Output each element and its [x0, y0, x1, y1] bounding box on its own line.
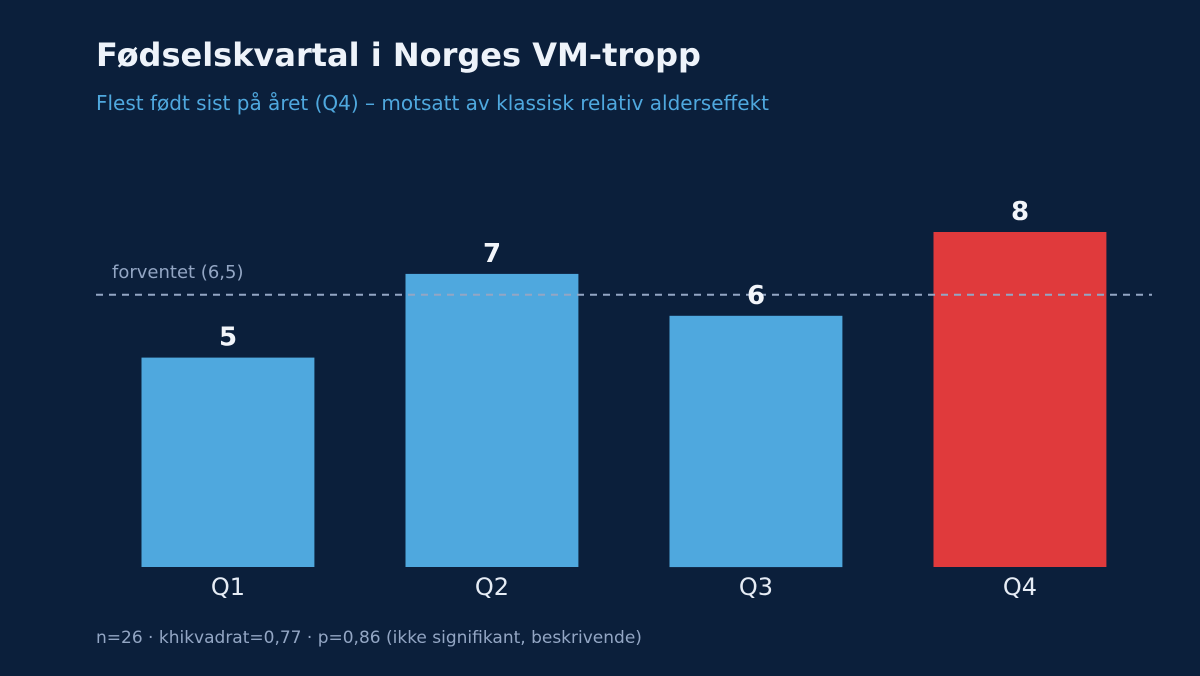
bars-group [141, 232, 1107, 568]
x-tick-label-q4: Q4 [1003, 573, 1037, 601]
value-label-q2: 7 [483, 239, 501, 269]
chart-title: Fødselskvartal i Norges VM-tropp [96, 36, 701, 74]
chart-subtitle: Flest født sist på året (Q4) – motsatt a… [96, 91, 770, 115]
bar-q2 [405, 273, 579, 567]
bar-q1 [141, 357, 315, 567]
chart-footnote: n=26 · khikvadrat=0,77 · p=0,86 (ikke si… [96, 628, 642, 648]
value-label-q1: 5 [219, 323, 237, 353]
x-tick-label-q1: Q1 [211, 573, 245, 601]
value-label-q3: 6 [747, 281, 765, 311]
bar-q4 [933, 232, 1107, 567]
x-tick-label-q2: Q2 [475, 573, 509, 601]
labels-group: 5 Q1 7 Q2 6 Q3 8 Q4 [211, 197, 1037, 601]
reference-line-group: forventet (6,5) [96, 262, 1152, 296]
bar-q3 [669, 315, 843, 568]
value-label-q4: 8 [1011, 197, 1029, 227]
expected-reference-label: forventet (6,5) [112, 262, 243, 283]
x-tick-label-q3: Q3 [739, 573, 773, 601]
